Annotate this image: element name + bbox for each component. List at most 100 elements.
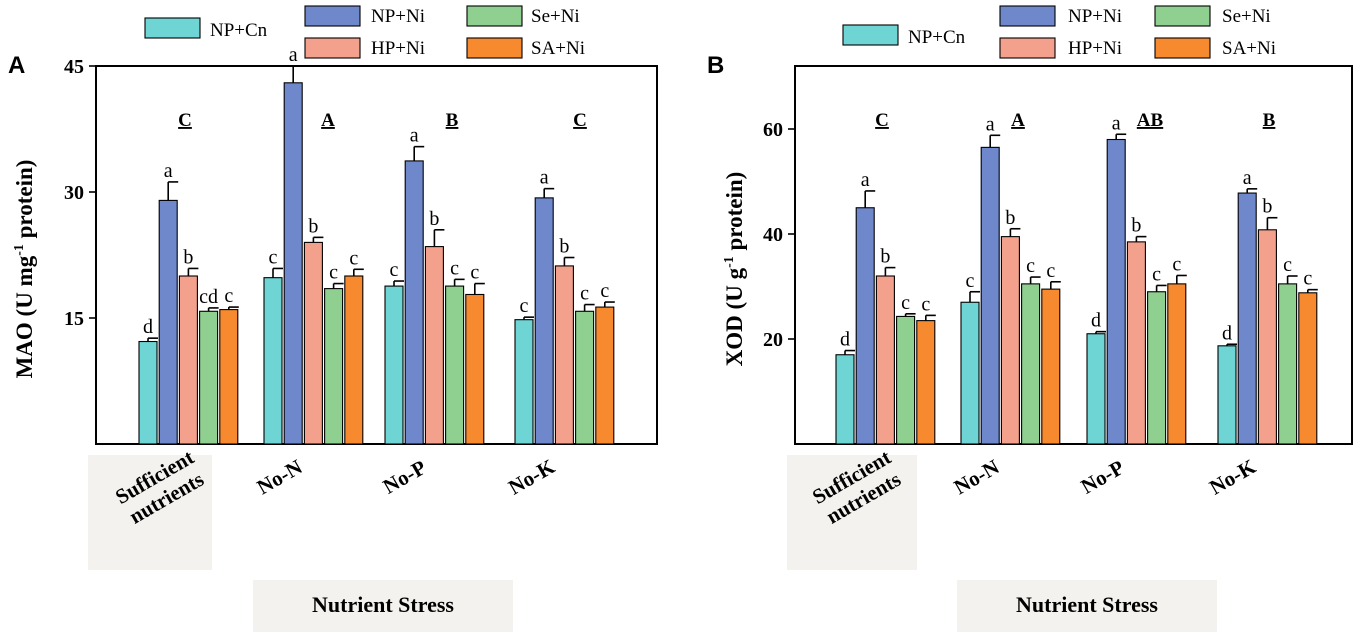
significance-letter: b: [429, 208, 439, 230]
legend-label: SA+Ni: [531, 38, 585, 59]
significance-letter: c: [966, 270, 975, 292]
bar-sa-ni-1: [344, 275, 364, 445]
bar-np-ni-1: [980, 146, 1000, 445]
significance-letter: a: [1243, 167, 1252, 189]
group-significance-letter: B: [1263, 110, 1276, 131]
bar-sa-ni-3: [595, 306, 615, 445]
y-axis-title-main: MAO (U mg: [12, 255, 37, 378]
bar-sa-ni-3: [1298, 292, 1318, 445]
significance-letter: d: [1091, 310, 1101, 332]
legend-label: HP+Ni: [1068, 38, 1122, 59]
y-axis-title-superscript: -1: [722, 256, 737, 268]
group-significance-letter: C: [875, 110, 889, 131]
category-label: No-P: [1077, 455, 1129, 499]
legend-label: NP+Cn: [908, 27, 966, 48]
y-tick-label: 60: [763, 119, 783, 141]
legend-swatch: [304, 5, 361, 27]
bar-np-cn-2: [384, 285, 404, 445]
group-significance-letter: A: [1011, 110, 1025, 131]
bar-hp-ni-0: [875, 275, 895, 445]
significance-letter: d: [840, 329, 850, 351]
category-label-line: No-K: [1205, 454, 1260, 500]
y-tick-label: 20: [763, 329, 783, 351]
legend-swatch: [999, 37, 1056, 59]
y-tick-label: 15: [64, 308, 84, 330]
bar-np-ni-3: [1237, 192, 1257, 445]
significance-letter: b: [183, 246, 193, 268]
legend-label: SA+Ni: [1222, 38, 1276, 59]
bar-np-cn-1: [960, 301, 980, 445]
bar-se-ni-1: [1021, 283, 1041, 445]
legend-swatch: [304, 37, 361, 59]
bar-se-ni-0: [896, 315, 916, 445]
significance-letter: b: [880, 246, 890, 268]
group-significance-letter: AB: [1137, 110, 1164, 131]
bar-sa-ni-1: [1041, 288, 1061, 445]
category-label-shade: [88, 455, 212, 570]
significance-letter: c: [580, 283, 589, 305]
group-significance-letter: C: [573, 110, 587, 131]
bar-se-ni-3: [575, 310, 595, 445]
y-tick-label: 30: [64, 182, 84, 204]
significance-letter: a: [410, 125, 419, 147]
significance-letter: c: [1283, 254, 1292, 276]
legend-swatch: [466, 37, 523, 59]
significance-letter: b: [1131, 215, 1141, 237]
y-tick-label: 45: [64, 56, 84, 78]
significance-letter: c: [520, 295, 529, 317]
significance-letter: c: [390, 259, 399, 281]
x-axis-title: Nutrient Stress: [312, 592, 454, 617]
bar-sa-ni-0: [916, 320, 936, 445]
significance-letter: d: [143, 316, 153, 338]
significance-letter: a: [164, 160, 173, 182]
bar-se-ni-2: [1147, 291, 1167, 445]
bar-np-cn-3: [1217, 345, 1237, 445]
y-axis-title-main: XOD (U g: [722, 267, 747, 366]
panel-tag: B: [707, 52, 724, 79]
category-label: No-K: [504, 454, 559, 500]
axis-title-shade: [957, 580, 1217, 632]
legend-label: Se+Ni: [1222, 6, 1271, 27]
significance-letter: c: [470, 262, 479, 284]
legend-swatch: [1154, 37, 1211, 59]
significance-letter: c: [921, 293, 930, 315]
category-label-line: No-K: [504, 454, 559, 500]
category-label-line: No-P: [1077, 455, 1129, 499]
legend-label: NP+Cn: [210, 20, 268, 41]
legend-label: HP+Ni: [371, 38, 425, 59]
bar-np-cn-3: [514, 319, 534, 445]
legend-label: NP+Ni: [1068, 6, 1122, 27]
bar-np-ni-2: [1106, 138, 1126, 445]
significance-letter: b: [1005, 207, 1015, 229]
significance-letter: c: [450, 257, 459, 279]
bar-sa-ni-2: [1167, 283, 1187, 445]
significance-letter: c: [1172, 253, 1181, 275]
y-axis-title-tail: protein): [12, 160, 37, 245]
significance-letter: c: [349, 247, 358, 269]
significance-letter: c: [600, 280, 609, 302]
bar-hp-ni-2: [424, 246, 444, 445]
legend-label: Se+Ni: [531, 6, 580, 27]
group-significance-letter: B: [446, 110, 459, 131]
bar-se-ni-1: [324, 288, 344, 445]
y-axis-title-tail: protein): [722, 172, 747, 257]
bar-hp-ni-1: [1000, 236, 1020, 445]
significance-letter: c: [329, 262, 338, 284]
significance-letter: c: [224, 285, 233, 307]
legend-swatch: [842, 24, 899, 46]
bar-sa-ni-0: [219, 309, 239, 445]
bar-hp-ni-1: [303, 241, 323, 445]
category-label-line: No-N: [253, 455, 306, 500]
bar-se-ni-3: [1278, 283, 1298, 445]
bar-np-cn-1: [263, 277, 283, 445]
category-label: No-N: [950, 455, 1003, 500]
significance-letter: d: [1222, 322, 1232, 344]
significance-letter: b: [559, 236, 569, 258]
significance-letter: c: [901, 292, 910, 314]
bar-np-cn-0: [835, 354, 855, 445]
category-label: No-K: [1205, 454, 1260, 500]
y-tick-label: 40: [763, 224, 783, 246]
category-label-shade: [787, 455, 917, 570]
